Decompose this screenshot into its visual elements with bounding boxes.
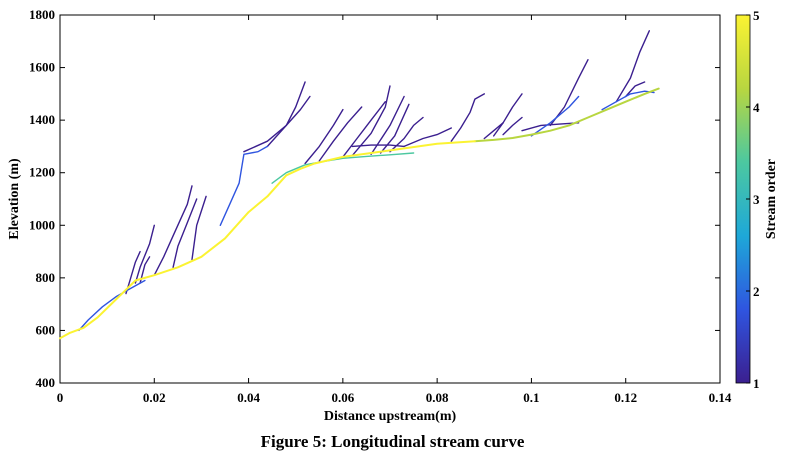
stream-series-4 [78, 279, 146, 332]
y-axis-label: Elevation (m) [7, 158, 22, 240]
x-tick-label: 0.08 [426, 390, 449, 405]
x-axis-ticks: 0 0.02 0.04 0.06 0.08 0.1 0.12 0.14 [57, 15, 732, 405]
y-tick-label: 1600 [29, 60, 55, 75]
y-tick-label: 1400 [29, 112, 55, 127]
y-tick-label: 800 [36, 270, 56, 285]
stream-series-18 [351, 85, 391, 157]
series-layer [59, 30, 660, 340]
stream-series-8 [134, 224, 156, 284]
y-tick-label: 400 [36, 375, 56, 390]
stream-series-0 [59, 140, 476, 340]
stream-series-27 [502, 116, 523, 136]
stream-series-3 [219, 145, 269, 227]
stream-series-23 [403, 127, 452, 148]
plot-area [59, 14, 721, 384]
y-tick-label: 600 [36, 322, 56, 337]
stream-series-15 [304, 108, 344, 165]
stream-series-11 [191, 195, 207, 261]
stream-series-17 [342, 100, 386, 158]
colorbar-tick-label: 3 [753, 192, 760, 207]
stream-series-14 [266, 95, 311, 148]
stream-series-12 [139, 256, 151, 284]
colorbar-tick-label: 1 [753, 376, 760, 391]
stream-series-10 [172, 198, 198, 268]
y-axis-ticks: 400 600 800 1000 1200 1400 1600 1800 [29, 7, 720, 390]
figure-caption: Figure 5: Longitudinal stream curve [260, 432, 525, 451]
x-tick-label: 0.12 [614, 390, 637, 405]
stream-series-9 [153, 185, 193, 276]
stream-series-31 [625, 81, 646, 98]
colorbar-label: Stream order [764, 159, 779, 239]
stream-series-6 [601, 90, 655, 111]
y-tick-label: 1000 [29, 217, 55, 232]
stream-profile-chart: 0 0.02 0.04 0.06 0.08 0.1 0.12 0.14 40060080010… [7, 7, 779, 424]
x-tick-label: 0 [57, 390, 64, 405]
stream-series-22 [351, 144, 405, 148]
stream-series-24 [450, 93, 485, 142]
stream-series-7 [125, 250, 141, 295]
x-tick-label: 0.02 [143, 390, 166, 405]
stream-series-30 [615, 30, 650, 103]
x-tick-label: 0.04 [237, 390, 260, 405]
stream-series-26 [493, 93, 523, 137]
x-tick-label: 0.06 [331, 390, 354, 405]
stream-series-5 [530, 95, 580, 137]
colorbar-ticks: 1 2 3 4 5 [746, 8, 760, 391]
y-tick-label: 1800 [29, 7, 55, 22]
stream-series-1 [473, 87, 660, 143]
colorbar-tick-label: 2 [753, 284, 760, 299]
colorbar-tick-label: 4 [753, 100, 760, 115]
x-tick-label: 0.1 [523, 390, 539, 405]
x-tick-label: 0.14 [709, 390, 732, 405]
stream-series-16 [318, 106, 363, 162]
colorbar-tick-label: 5 [753, 8, 760, 23]
stream-series-20 [379, 103, 410, 154]
y-tick-label: 1200 [29, 165, 55, 180]
stream-series-25 [483, 122, 504, 140]
x-axis-label: Distance upstream(m) [324, 409, 457, 424]
